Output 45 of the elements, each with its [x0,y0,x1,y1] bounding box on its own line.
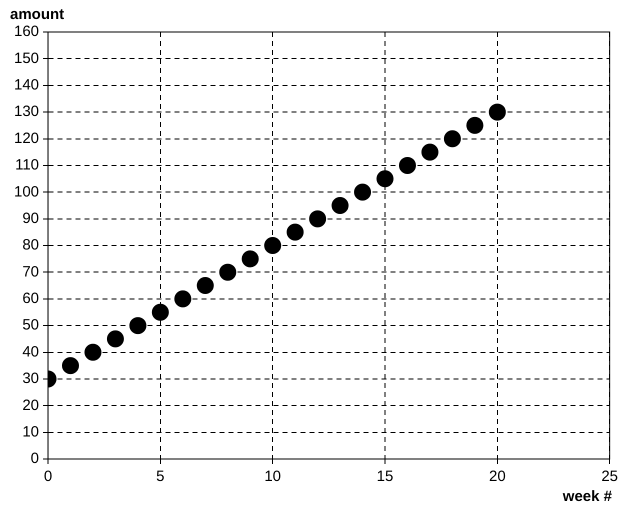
y-tick-label: 70 [22,263,40,280]
point [62,357,79,374]
point [152,304,169,321]
point [398,156,416,174]
y-tick-label: 150 [14,50,40,67]
y-tick-label: 160 [14,23,40,40]
point [466,116,484,134]
point [488,104,506,121]
y-tick-label: 90 [22,210,40,227]
y-tick-label: 40 [22,343,40,360]
point [129,317,146,334]
point [376,170,394,188]
y-tick-label: 30 [22,370,40,388]
point [332,196,349,214]
y-tick-label: 50 [22,316,40,334]
point [242,250,259,268]
point [421,144,438,161]
point [219,264,236,281]
point [174,290,192,308]
y-tick-label: 100 [14,183,40,200]
y-tick-label: 140 [14,76,40,94]
y-tick-label: 10 [22,423,40,440]
y-tick-label: 80 [22,236,40,254]
y-tick-label: 110 [15,156,40,174]
point [444,130,461,148]
point [354,184,372,201]
point [309,210,326,228]
x-axis-title: week # [562,488,612,505]
x-tick-label: 15 [376,468,394,486]
point [196,277,214,294]
x-tick-label: 0 [44,468,52,486]
x-tick-label: 10 [264,468,282,486]
point [264,237,282,254]
y-tick-label: 20 [22,396,40,414]
y-tick-label: 60 [22,290,40,308]
y-axis-title: amount [10,6,64,23]
y-tick-label: 0 [30,450,40,468]
point [286,224,304,241]
x-tick-label: 5 [156,468,165,486]
y-tick-label: 130 [14,103,40,120]
point [106,330,124,348]
y-tick-label: 120 [14,130,40,147]
point [84,344,102,361]
x-tick-label: 25 [601,468,618,486]
x-tick-label: 20 [488,468,506,486]
